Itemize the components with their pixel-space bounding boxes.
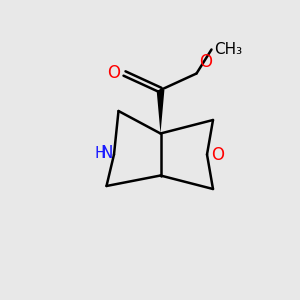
Polygon shape — [157, 90, 164, 134]
Text: O: O — [212, 146, 224, 164]
Text: O: O — [200, 52, 212, 70]
Text: O: O — [107, 64, 120, 82]
Text: N: N — [100, 144, 112, 162]
Text: CH₃: CH₃ — [214, 42, 243, 57]
Text: H: H — [95, 146, 106, 160]
